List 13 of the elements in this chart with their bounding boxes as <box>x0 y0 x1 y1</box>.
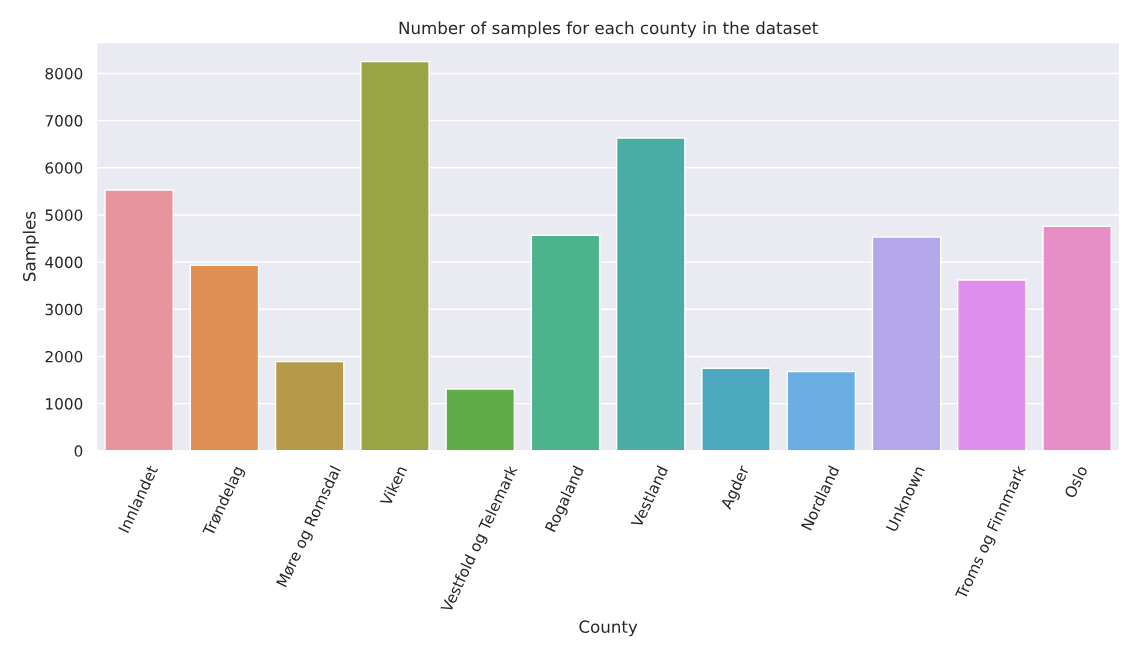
y-tick-label: 6000 <box>45 162 83 174</box>
y-tick-label: 4000 <box>45 256 83 269</box>
y-axis-title: Samples <box>22 211 39 282</box>
y-tick-label: 2000 <box>45 350 83 363</box>
x-axis-title: County <box>579 620 638 637</box>
chart-title: Number of samples for each county in the dataset <box>399 21 818 38</box>
y-tick-label: 0 <box>74 445 83 457</box>
y-tick-label: 7000 <box>45 115 83 127</box>
x-tick-label: Oslo <box>1063 464 1088 499</box>
y-tick-label: 8000 <box>45 67 83 80</box>
y-tick-label: 1000 <box>46 398 83 410</box>
y-tick-label: 3000 <box>45 303 83 316</box>
y-tick-label: 5000 <box>45 209 83 221</box>
